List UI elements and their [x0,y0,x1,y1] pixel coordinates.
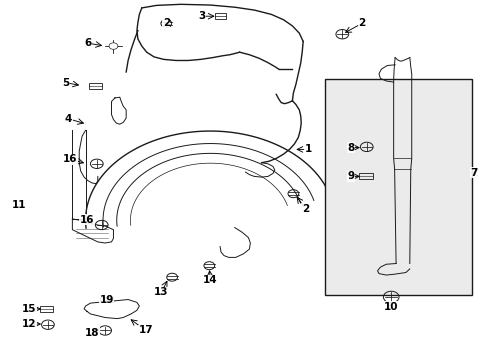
Text: 9: 9 [347,171,354,181]
Text: 2: 2 [358,18,365,28]
Text: 6: 6 [84,38,91,48]
Bar [215,13,225,19]
Text: 3: 3 [198,11,204,21]
Text: 15: 15 [22,304,37,314]
Text: 12: 12 [22,319,37,329]
Text: 2: 2 [163,18,169,28]
Text: 19: 19 [99,294,114,305]
Circle shape [109,43,118,49]
Text: 4: 4 [64,114,72,124]
Text: 1: 1 [304,144,311,154]
Bar [40,306,53,312]
Text: 18: 18 [84,328,99,338]
Bar [358,173,372,179]
Text: 2: 2 [302,204,308,214]
Text: 14: 14 [203,275,217,285]
Bar [88,83,102,89]
Text: 10: 10 [383,302,398,312]
Text: 7: 7 [469,168,477,178]
Text: 13: 13 [154,287,168,297]
Text: 11: 11 [11,200,26,210]
Text: 5: 5 [62,78,69,88]
Text: 16: 16 [80,215,94,225]
Text: 17: 17 [138,325,153,336]
Text: 8: 8 [347,143,354,153]
Text: 16: 16 [62,154,77,164]
Bar [100,297,113,302]
Bar [325,79,471,295]
